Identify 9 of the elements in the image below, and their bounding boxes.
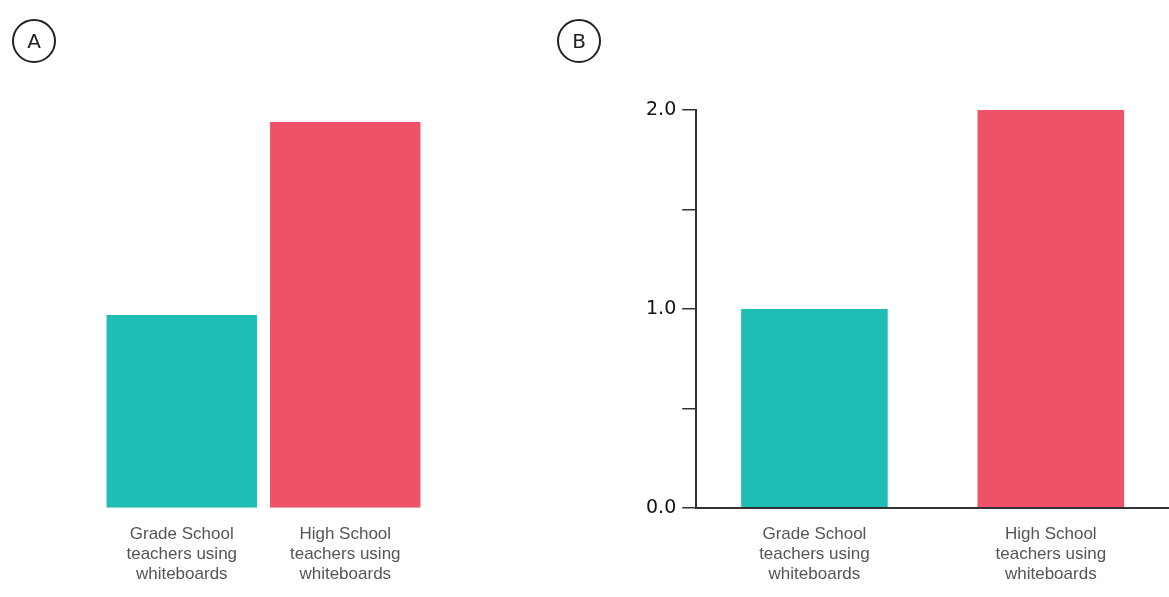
x-tick-label: Grade School teachers using whiteboards <box>759 523 870 584</box>
y-tick-label: 2.0 <box>646 96 677 119</box>
chart-title: A <box>12 19 56 63</box>
x-tick-label: Grade School teachers using whiteboards <box>126 523 238 584</box>
chart-title: B <box>557 19 601 63</box>
x-tick-label: High School teachers using whiteboards <box>289 523 401 584</box>
y-tick-label: 1.0 <box>646 295 677 318</box>
x-tick-label: High School teachers using whiteboards <box>995 523 1107 584</box>
y-tick-label: 0.0 <box>646 494 677 517</box>
